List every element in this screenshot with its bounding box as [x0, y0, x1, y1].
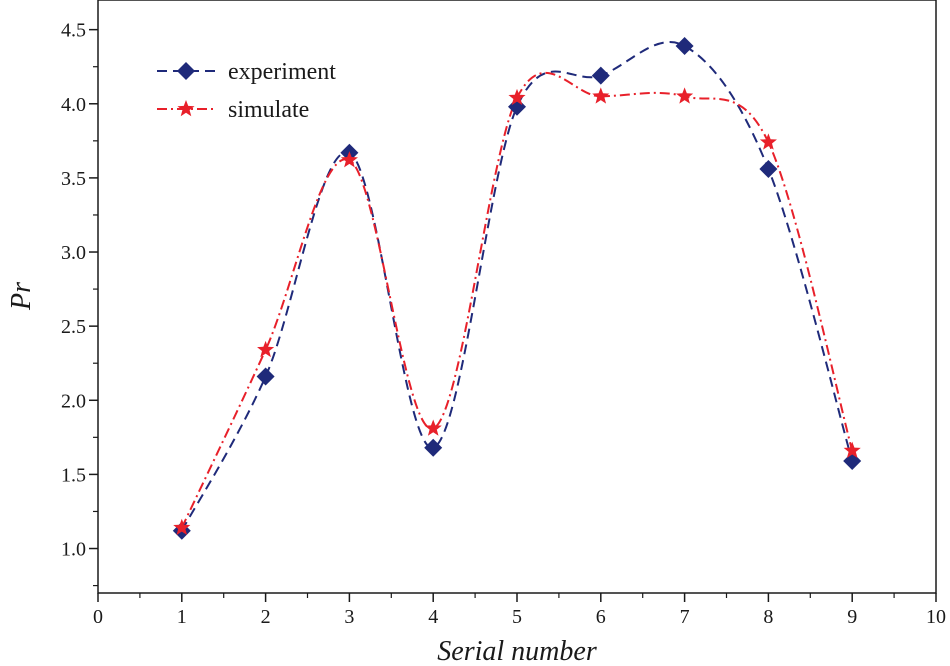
y-tick-label: 2.0 — [61, 390, 86, 412]
data-point-simulate — [759, 133, 777, 150]
data-point-experiment — [675, 36, 694, 55]
data-point-experiment — [424, 438, 443, 457]
x-axis-ticks: 0 1 2 3 4 5 6 7 8 9 10 — [93, 593, 946, 628]
data-point-simulate — [340, 151, 358, 168]
x-tick-label: 9 — [847, 606, 857, 628]
series-layer — [172, 36, 862, 540]
x-axis-title: Serial number — [437, 636, 597, 666]
x-tick-label: 2 — [261, 606, 271, 628]
x-tick-label: 1 — [177, 606, 187, 628]
legend-label: simulate — [228, 97, 309, 123]
data-point-simulate — [508, 88, 526, 106]
y-axis-title: Pr — [6, 282, 37, 311]
legend: experiment simulate — [157, 59, 336, 123]
data-point-experiment — [843, 452, 862, 471]
y-tick-label: 3.0 — [61, 242, 86, 264]
data-point-experiment — [759, 160, 778, 179]
data-point-simulate — [843, 441, 861, 458]
x-tick-label: 8 — [763, 606, 773, 628]
y-tick-label: 4.0 — [61, 94, 86, 116]
data-point-simulate — [173, 518, 191, 536]
y-tick-label: 1.5 — [61, 464, 86, 486]
x-tick-label: 5 — [512, 606, 522, 628]
x-tick-label: 4 — [428, 606, 438, 628]
x-tick-label: 0 — [93, 606, 103, 628]
data-point-experiment — [508, 97, 526, 116]
legend-label: experiment — [228, 59, 336, 85]
y-tick-label: 3.5 — [61, 168, 86, 190]
x-tick-label: 6 — [596, 606, 606, 628]
legend-marker-experiment — [177, 62, 195, 80]
y-tick-label: 4.5 — [61, 20, 86, 42]
data-point-simulate — [257, 340, 275, 358]
data-point-simulate — [676, 87, 694, 104]
data-point-experiment — [256, 367, 275, 386]
x-tick-label: 3 — [344, 606, 354, 628]
data-point-simulate — [424, 419, 442, 436]
data-point-experiment — [591, 66, 610, 85]
legend-marker-simulate — [177, 100, 195, 117]
data-point-simulate — [592, 87, 610, 104]
y-axis-ticks: 1.0 1.5 2.0 2.5 3.0 3.5 4.0 4.5 — [61, 20, 98, 587]
y-tick-label: 2.5 — [61, 316, 86, 338]
series-line-simulate — [180, 72, 854, 529]
x-tick-label: 7 — [680, 606, 690, 628]
x-tick-label: 10 — [926, 606, 946, 628]
y-tick-label: 1.0 — [61, 539, 86, 561]
